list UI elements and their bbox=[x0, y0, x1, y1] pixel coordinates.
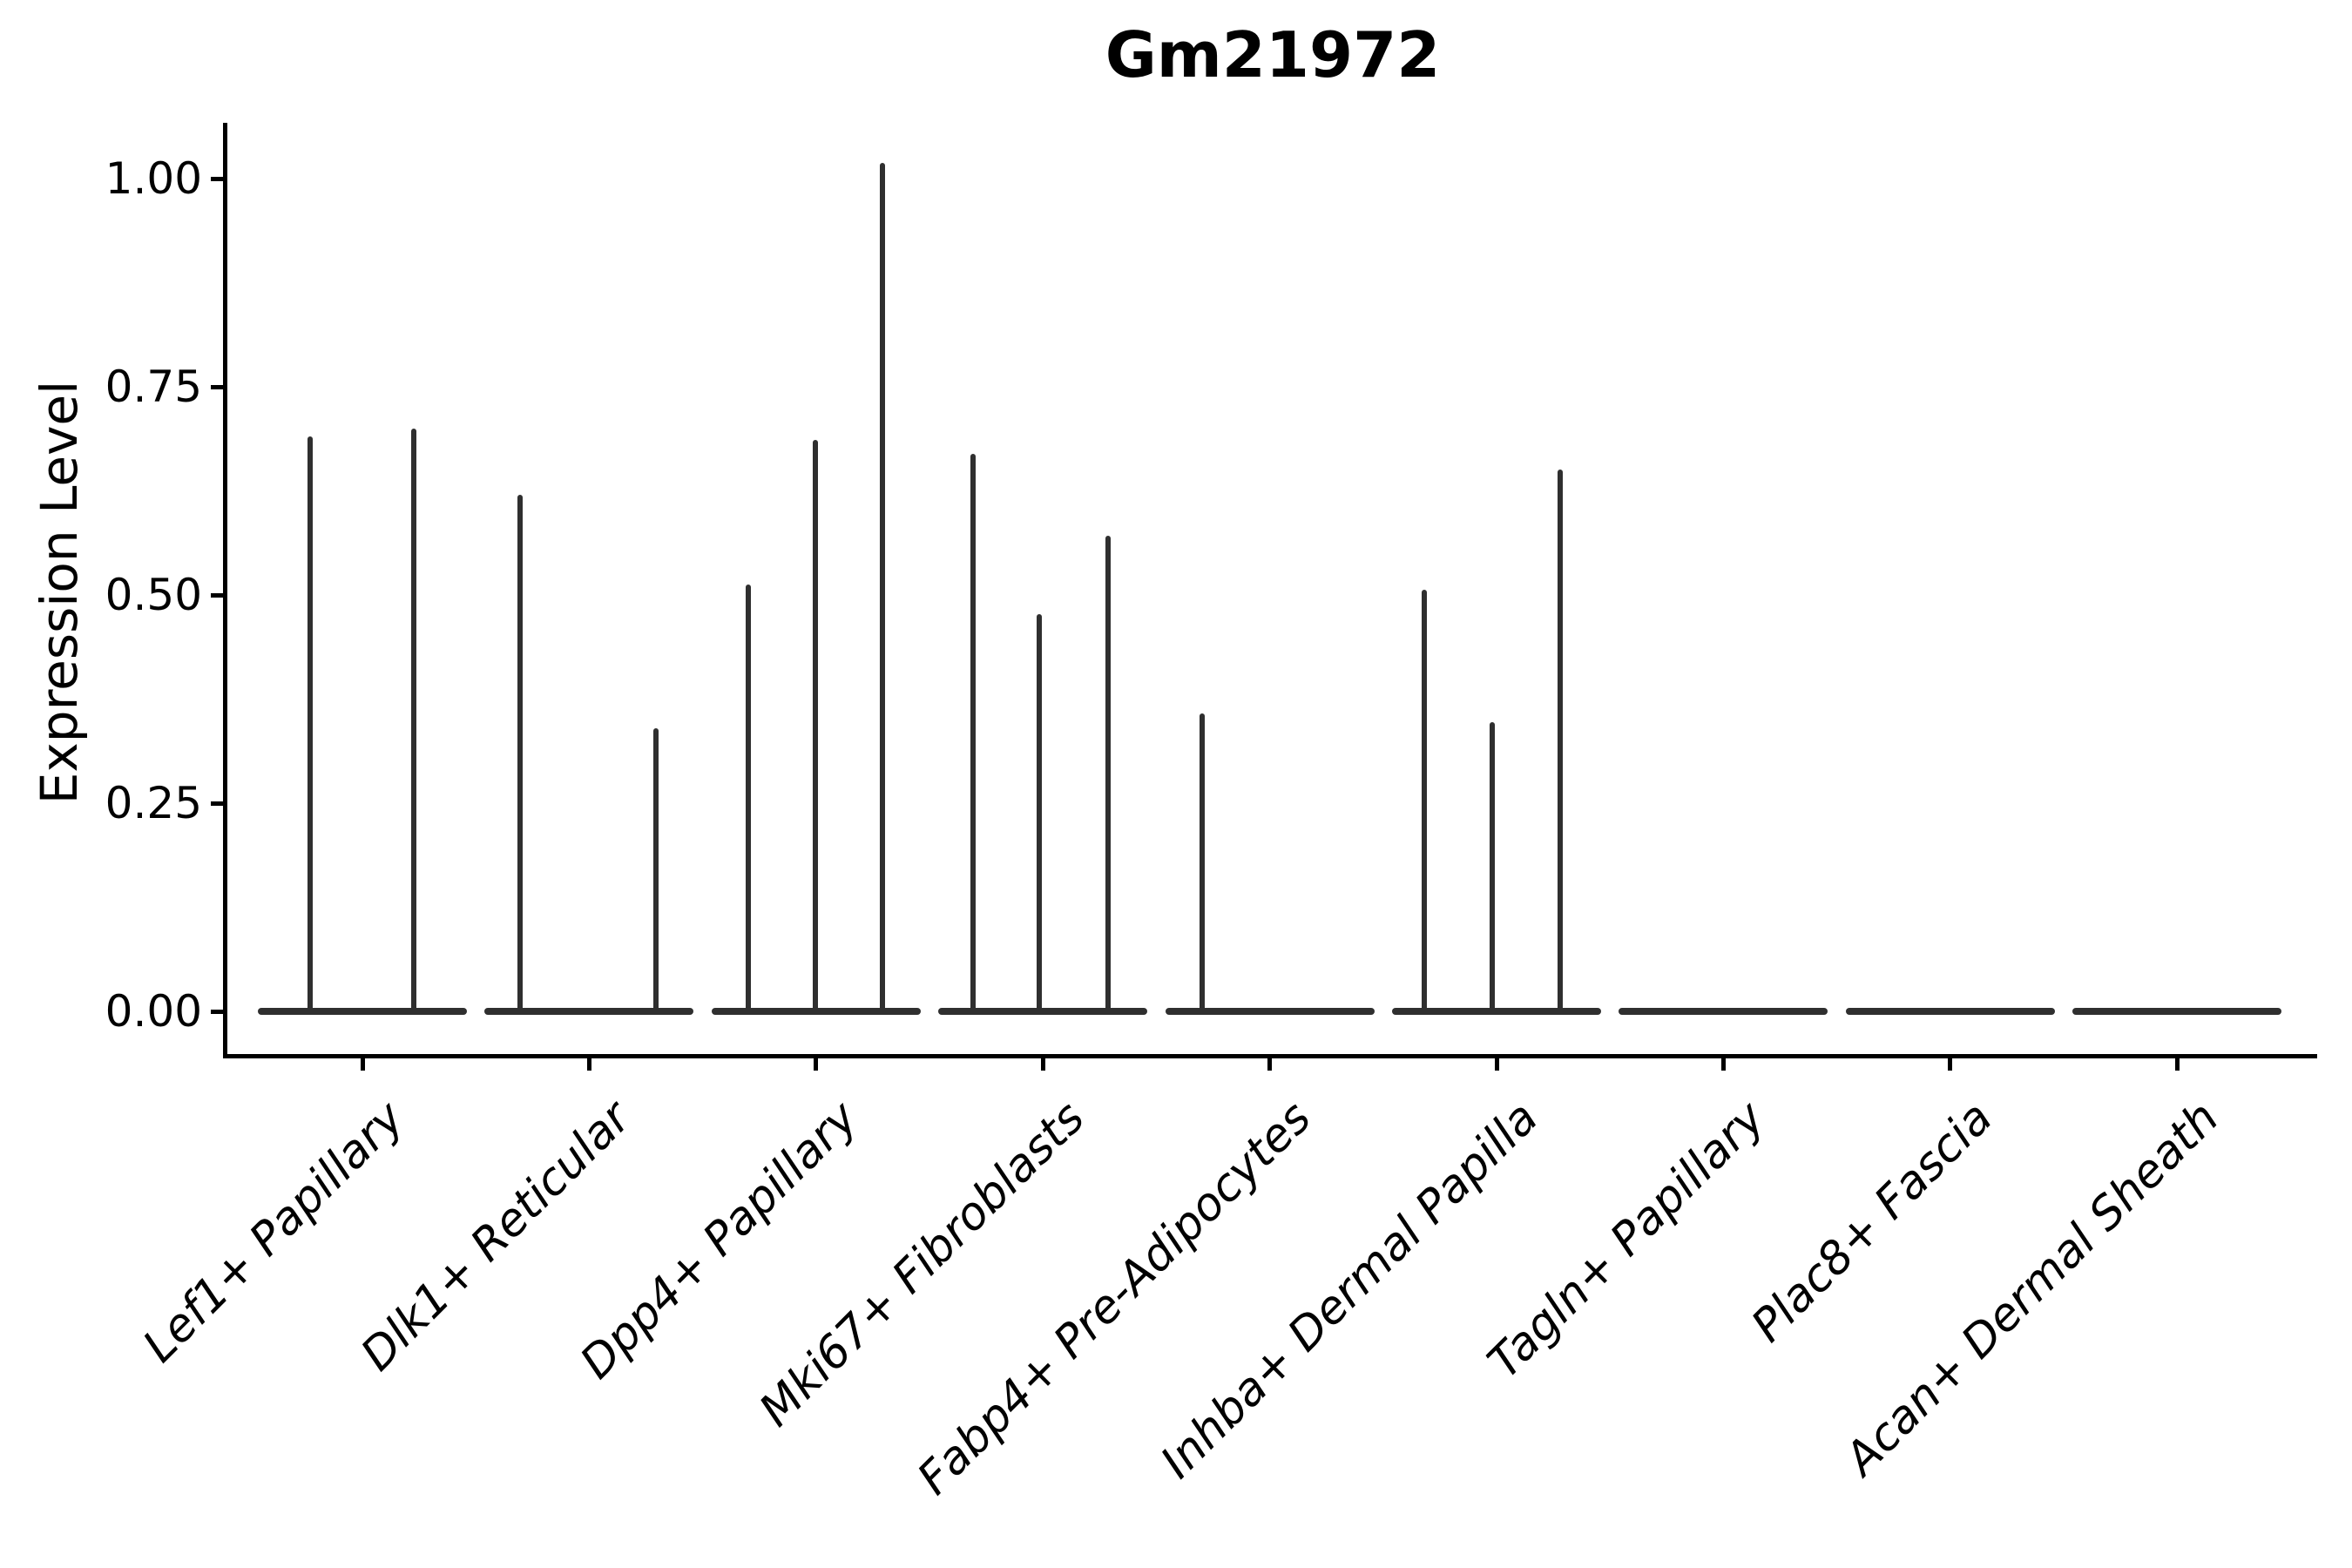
violin-spike bbox=[308, 436, 313, 1011]
violin-baseline bbox=[2072, 1008, 2282, 1015]
violin-spike bbox=[517, 495, 524, 1011]
violin-baseline bbox=[258, 1008, 467, 1015]
violin-baseline bbox=[484, 1008, 694, 1015]
violin-spike bbox=[879, 162, 885, 1011]
x-tick bbox=[1948, 1058, 1953, 1071]
y-tick-label: 0.75 bbox=[105, 362, 202, 412]
y-tick bbox=[211, 801, 223, 806]
x-tick bbox=[1267, 1058, 1273, 1071]
x-tick-label: Fabp4+ Pre-Adipocytes bbox=[908, 1092, 1322, 1505]
y-tick bbox=[211, 1009, 223, 1014]
violin-spike bbox=[745, 584, 751, 1011]
x-tick bbox=[1040, 1058, 1045, 1071]
violin-spike bbox=[970, 454, 977, 1011]
violin-spike bbox=[1105, 536, 1112, 1011]
y-axis-spine bbox=[223, 123, 227, 1058]
violin-spike bbox=[1490, 722, 1495, 1011]
violin-baseline bbox=[1619, 1008, 1828, 1015]
y-tick bbox=[211, 592, 223, 598]
x-tick bbox=[2174, 1058, 2180, 1071]
violin-baseline bbox=[711, 1008, 921, 1015]
violin-spike bbox=[812, 440, 818, 1011]
y-tick-label: 0.00 bbox=[105, 986, 202, 1037]
violin-spike bbox=[1558, 469, 1563, 1011]
violin-baseline bbox=[1845, 1008, 2055, 1015]
violin-spike bbox=[1199, 713, 1205, 1011]
violin-spike bbox=[1422, 590, 1427, 1011]
x-tick bbox=[360, 1058, 365, 1071]
x-tick-label: Inhba+ Dermal Papilla bbox=[1151, 1092, 1549, 1489]
x-tick-label: Acan+ Dermal Sheath bbox=[1835, 1092, 2229, 1486]
violin-spike bbox=[653, 727, 659, 1011]
violin-baseline bbox=[1165, 1008, 1375, 1015]
x-tick bbox=[1720, 1058, 1726, 1071]
x-tick bbox=[586, 1058, 591, 1071]
violin-baseline bbox=[1392, 1008, 1601, 1015]
y-tick bbox=[211, 176, 223, 181]
y-tick-label: 0.50 bbox=[105, 570, 202, 620]
x-axis-spine bbox=[223, 1054, 2317, 1058]
violin-baseline bbox=[938, 1008, 1148, 1015]
x-tick bbox=[814, 1058, 819, 1071]
violin-spike bbox=[411, 428, 416, 1011]
x-tick-label: Plac8+ Fascia bbox=[1741, 1092, 2003, 1353]
y-tick-label: 0.25 bbox=[105, 778, 202, 828]
y-tick bbox=[211, 384, 223, 389]
y-tick-label: 1.00 bbox=[105, 153, 202, 204]
chart-title: Gm21972 bbox=[1105, 18, 1441, 91]
x-tick bbox=[1494, 1058, 1499, 1071]
violin-spike bbox=[1037, 613, 1043, 1011]
